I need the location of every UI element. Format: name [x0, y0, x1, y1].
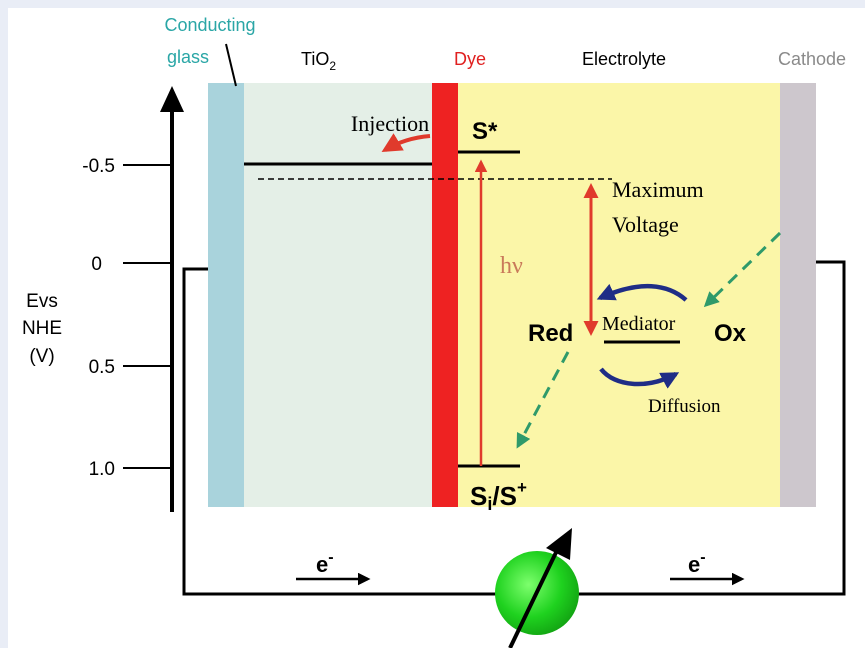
- max-voltage-label: Voltage: [612, 212, 679, 237]
- tick-label: 0.5: [89, 357, 115, 378]
- axis-title-line: Evs: [26, 291, 58, 312]
- variable-resistor-arrowhead: [546, 528, 572, 560]
- diffusion-label: Diffusion: [648, 396, 721, 417]
- tio2-label: TiO2: [301, 49, 336, 73]
- ground-state-label: Si/S+: [470, 478, 527, 514]
- red-to-dye-arrow: [516, 351, 570, 449]
- axis-title-line: (V): [29, 346, 54, 367]
- excited-state-label: S*: [472, 118, 498, 145]
- tio2-layer: [244, 83, 432, 507]
- oxidized-species-label: Ox: [714, 320, 747, 347]
- injection-arrow: [381, 133, 431, 153]
- injection-label: Injection: [351, 111, 429, 136]
- electrolyte-label: Electrolyte: [582, 49, 666, 69]
- conducting-glass-label: Conducting: [164, 15, 255, 35]
- tick-label: 0: [91, 254, 102, 275]
- max-voltage-label: Maximum: [612, 177, 704, 202]
- y-axis-arrowhead: [160, 86, 184, 112]
- cathode-label: Cathode: [778, 49, 846, 69]
- conducting-glass-layer: [208, 83, 244, 507]
- electron-label-left: e-: [316, 549, 334, 577]
- axis-title-line: NHE: [22, 318, 62, 339]
- dye-layer: [432, 83, 458, 507]
- photon-label: hν: [500, 253, 523, 279]
- conducting-glass-pointer: [225, 43, 237, 87]
- cathode-layer: [780, 83, 816, 507]
- reduced-species-label: Red: [528, 320, 573, 347]
- electrolyte-layer: [458, 83, 780, 507]
- electron-label-right: e-: [688, 549, 706, 577]
- cathode-to-ox-arrow: [703, 231, 782, 308]
- tick-label: 1.0: [89, 459, 115, 480]
- diffusion-arrow: [599, 367, 680, 389]
- tick-label: -0.5: [82, 156, 115, 177]
- regeneration-arrow: [596, 283, 688, 302]
- mediator-label: Mediator: [602, 313, 676, 335]
- dye-label: Dye: [454, 49, 486, 69]
- variable-resistor-arrow: [508, 539, 564, 648]
- conducting-glass-label: glass: [167, 47, 209, 67]
